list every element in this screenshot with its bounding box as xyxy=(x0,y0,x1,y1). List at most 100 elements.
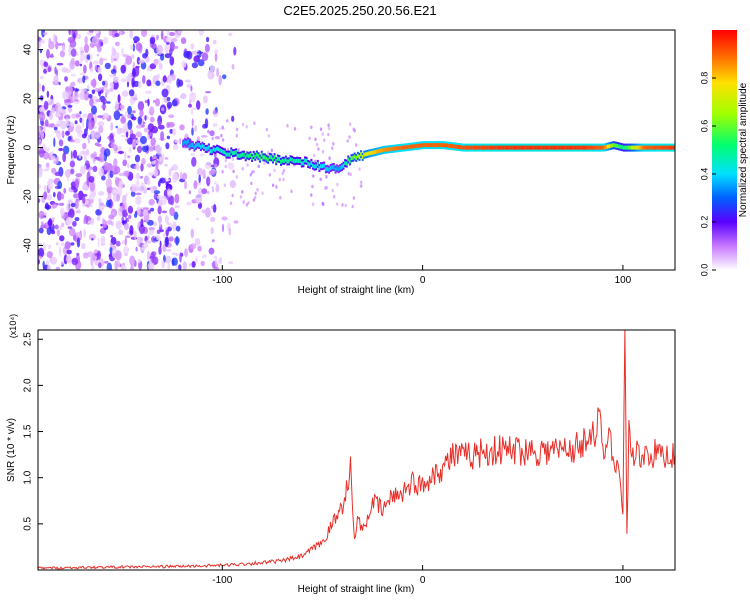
spectrogram-cell xyxy=(102,81,105,86)
spectrogram-cell xyxy=(308,137,310,141)
spectrogram-cell xyxy=(48,218,52,228)
spectrogram-cell xyxy=(144,128,148,133)
spectrogram-cell xyxy=(127,120,132,130)
spectrogram-cell xyxy=(322,132,324,136)
spectrogram-cell xyxy=(57,229,61,236)
spectrogram-cell xyxy=(158,215,162,223)
spectrogram-cell xyxy=(130,100,136,103)
spectrogram-cell xyxy=(236,134,238,138)
spectrogram-cell xyxy=(163,75,167,82)
spectrogram-cell xyxy=(112,189,118,194)
spectrogram-cell xyxy=(202,124,207,129)
spectrogram-cell xyxy=(69,228,76,236)
spectrogram-cell xyxy=(215,136,220,139)
spectrogram-cell xyxy=(149,146,154,152)
spectrogram-cell xyxy=(225,165,227,169)
spectrogram-cell xyxy=(162,89,169,98)
spectrogram-cell xyxy=(157,152,162,155)
spectrogram-cell xyxy=(76,253,79,256)
spectrogram-cell xyxy=(55,114,61,117)
colorbar-gradient xyxy=(712,30,737,270)
spectrogram-cell xyxy=(125,237,127,246)
spectrogram-cell xyxy=(140,182,146,192)
spectrogram-cell xyxy=(247,201,249,205)
spectrogram-cell xyxy=(114,261,118,271)
spectrogram-cell xyxy=(178,264,181,270)
spectrogram-cell xyxy=(169,225,174,228)
spectrogram-cell xyxy=(115,42,120,47)
spectrogram-cell xyxy=(175,205,180,208)
spectrogram-cell xyxy=(111,143,116,149)
spectrogram-cell xyxy=(53,192,56,197)
spectrogram-cell xyxy=(168,122,175,128)
spectrogram-cell xyxy=(83,229,85,238)
spectrogram-cell xyxy=(98,74,102,82)
spectrogram-cell xyxy=(161,260,165,268)
spectrogram-cell xyxy=(234,220,239,223)
spectrogram-cell xyxy=(71,113,76,118)
spectrogram-cell xyxy=(150,117,155,123)
spectrogram-cell xyxy=(236,175,238,179)
spectrogram-cell xyxy=(99,202,105,211)
spectrogram-cell xyxy=(119,173,124,176)
spectrogram-cell xyxy=(169,207,175,216)
spectrogram-cell xyxy=(140,247,144,252)
spectrogram-cell xyxy=(39,148,45,158)
spectrogram-cell xyxy=(93,60,99,64)
snr-y-label: SNR (10 * v/v) xyxy=(6,418,17,482)
spectrogram-cell xyxy=(57,181,62,189)
spectrogram-cell xyxy=(70,160,75,167)
spectrogram-panel: -100 0 100 -40-2002040 Height of straight … xyxy=(6,26,676,296)
spectrogram-cell xyxy=(99,57,103,65)
spectrogram-cell xyxy=(179,252,182,262)
spectrogram-cell xyxy=(182,173,187,181)
colorbar-tick-label: 0.4 xyxy=(699,168,709,181)
spectrogram-cell xyxy=(152,161,156,165)
spectrogram-cell xyxy=(47,264,51,274)
spectrogram-cell xyxy=(256,188,258,192)
spectrogram-x-tick-label: -100 xyxy=(212,275,232,286)
spectrogram-cell xyxy=(200,153,204,156)
spectrogram-cell xyxy=(68,199,73,203)
spectrogram-cell xyxy=(139,109,143,117)
spectrogram-cell xyxy=(167,189,171,197)
snr-x-tick-label: 0 xyxy=(420,575,426,586)
spectrogram-cell xyxy=(122,220,127,224)
spectrogram-cell xyxy=(129,148,132,153)
spectrogram-cell xyxy=(75,60,80,66)
spectrogram-cell xyxy=(230,180,236,188)
spectrogram-cell xyxy=(191,261,195,268)
spectrogram-cell xyxy=(191,110,194,115)
snr-y-tick-label: 0.5 xyxy=(23,516,34,530)
spectrogram-cell xyxy=(191,157,196,167)
spectrogram-cell xyxy=(123,171,129,177)
spectrogram-cell xyxy=(102,218,105,223)
spectrogram-cell xyxy=(80,58,83,63)
spectrogram-cell xyxy=(89,176,95,183)
snr-y-tick-label: 2.5 xyxy=(23,332,34,346)
spectrogram-cell xyxy=(120,116,126,123)
spectrogram-cell xyxy=(98,125,103,133)
spectrogram-cell xyxy=(71,30,74,34)
spectrogram-cell xyxy=(192,62,198,68)
spectrogram-cell xyxy=(214,49,218,54)
spectrogram-cell xyxy=(150,263,155,271)
spectrogram-cell xyxy=(142,31,147,34)
spectrogram-cell xyxy=(132,110,136,113)
spectrogram-cell xyxy=(89,98,93,107)
spectrogram-cell xyxy=(197,246,202,252)
spectrogram-cell xyxy=(143,210,149,217)
spectrogram-cell xyxy=(238,148,240,152)
spectrogram-cell xyxy=(131,237,134,239)
spectrogram-cell xyxy=(205,108,208,115)
spectrogram-cell xyxy=(117,128,122,135)
spectrogram-cell xyxy=(59,82,61,86)
spectrogram-cell xyxy=(39,211,45,219)
spectrogram-cell xyxy=(241,190,243,194)
spectrogram-cell xyxy=(199,27,204,36)
spectrogram-cell xyxy=(148,123,155,131)
spectrogram-cell xyxy=(136,125,142,129)
spectrogram-cell xyxy=(106,179,112,188)
spectrogram-cell xyxy=(97,45,102,53)
spectrogram-cell xyxy=(322,150,324,154)
